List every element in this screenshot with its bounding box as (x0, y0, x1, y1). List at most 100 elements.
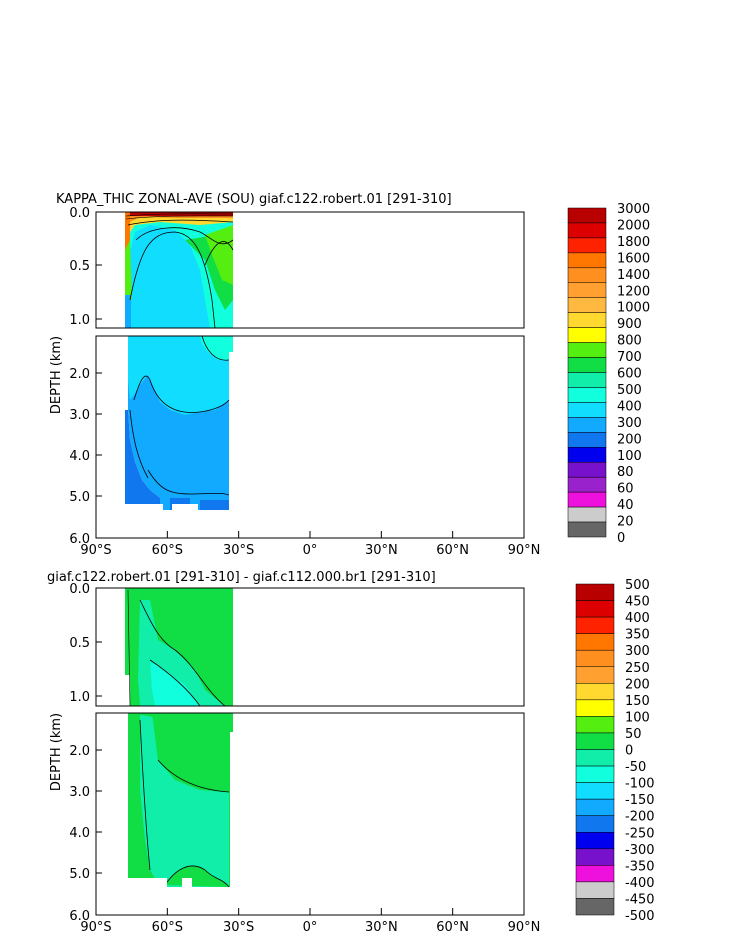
colorbar-label: 300 (625, 644, 650, 659)
colorbar-swatch (567, 282, 607, 298)
colorbar-swatch (567, 476, 607, 493)
colorbar-label: 40 (617, 498, 634, 513)
y-tick-label: 4.0 (69, 449, 90, 464)
y-tick-label: 0.0 (69, 582, 90, 597)
y-tick-label: 2.0 (69, 367, 90, 382)
panel2-frame-upper (95, 587, 525, 707)
colorbar-swatch (575, 732, 615, 750)
colorbar-label: 500 (625, 578, 650, 593)
x-tick-label: 60°S (152, 543, 183, 558)
colorbar-label: 200 (617, 432, 642, 447)
colorbar-swatch (575, 749, 615, 767)
colorbar-swatch (575, 649, 615, 668)
y-tick-label: 4.0 (69, 826, 90, 841)
colorbar-label: 600 (617, 367, 642, 382)
panel2-y-ticks-lower: 2.0 3.0 4.0 5.0 6.0 (69, 744, 102, 924)
colorbar-swatch (575, 865, 615, 883)
y-tick-label: 0.5 (69, 636, 90, 651)
colorbar-label: -350 (625, 859, 655, 874)
colorbar-swatch (567, 387, 607, 403)
colorbar-label: 0 (625, 744, 633, 759)
x-tick-label: 90°S (80, 543, 111, 558)
colorbar-swatch (575, 616, 615, 634)
colorbar-label: -150 (625, 793, 655, 808)
x-tick-label: 60°N (436, 920, 469, 935)
colorbar-label: -450 (625, 892, 655, 907)
colorbar-label: 900 (617, 317, 642, 332)
colorbar-label: 20 (617, 515, 634, 530)
colorbar-label: 100 (617, 449, 642, 464)
colorbar-label: 800 (617, 334, 642, 349)
colorbar-swatch (567, 237, 607, 254)
colorbar-swatch (567, 402, 607, 418)
colorbar-swatch (567, 312, 607, 328)
y-tick-label: 5.0 (69, 490, 90, 505)
colorbar-label: -250 (625, 826, 655, 841)
colorbar-swatch (567, 461, 607, 478)
x-tick-label: 0° (303, 920, 318, 935)
x-tick-label: 30°S (223, 543, 254, 558)
colorbar-label: 450 (625, 595, 650, 610)
colorbar-swatch (567, 491, 607, 508)
y-tick-label: 3.0 (69, 408, 90, 423)
colorbar-swatch (575, 716, 615, 734)
colorbar-label: -300 (625, 843, 655, 858)
colorbar-swatch (575, 832, 615, 850)
colorbar-label: -50 (625, 760, 646, 775)
colorbar-label: 250 (625, 661, 650, 676)
panel2-colorbar: 500450400350300250200150100500-50-100-15… (575, 578, 655, 924)
colorbar-label: 60 (617, 482, 634, 497)
colorbar-label: 1600 (617, 251, 650, 266)
x-tick-label: 30°N (365, 543, 398, 558)
colorbar-swatch (575, 765, 615, 783)
panel1-colorbar: 3000200018001600140012001000900800700600… (567, 202, 650, 546)
y-tick-label: 3.0 (69, 785, 90, 800)
colorbar-swatch (567, 506, 607, 523)
x-tick-label: 90°N (508, 920, 541, 935)
panel-kappa-thic: KAPPA_THIC ZONAL-AVE (SOU) giaf.c122.rob… (49, 192, 650, 558)
colorbar-swatch (575, 815, 615, 833)
colorbar-label: 0 (617, 531, 625, 546)
colorbar-label: 2000 (617, 218, 650, 233)
colorbar-label: 400 (625, 611, 650, 626)
panel2-field-upper (125, 588, 233, 707)
x-tick-label: 90°S (80, 920, 111, 935)
y-tick-label: 5.0 (69, 867, 90, 882)
colorbar-swatch (575, 848, 615, 866)
panel1-field-lower (125, 335, 234, 510)
panel2-ylabel: DEPTH (km) (49, 713, 64, 791)
colorbar-label: 300 (617, 416, 642, 431)
panel2-x-ticks: 90°S 60°S 30°S 0° 30°N 60°N 90°N (80, 908, 540, 935)
y-tick-label: 2.0 (69, 744, 90, 759)
colorbar-label: 500 (617, 383, 642, 398)
panel2-title: giaf.c122.robert.01 [291-310] - giaf.c11… (47, 570, 436, 585)
x-tick-label: 90°N (508, 543, 541, 558)
colorbar-swatch (575, 699, 615, 717)
colorbar-swatch (567, 417, 607, 433)
panel2-field-lower (125, 713, 234, 889)
panel-difference: giaf.c122.robert.01 [291-310] - giaf.c11… (47, 570, 655, 935)
colorbar-swatch (567, 521, 607, 538)
colorbar-label: -500 (625, 909, 655, 924)
panel1-y-ticks-lower: 2.0 3.0 4.0 5.0 6.0 (69, 367, 102, 547)
colorbar-swatch (567, 252, 607, 269)
colorbar-swatch (567, 447, 607, 463)
colorbar-label: 1200 (617, 284, 650, 299)
colorbar-swatch (567, 372, 607, 388)
colorbar-swatch (575, 898, 615, 916)
panel1-x-ticks: 90°S 60°S 30°S 0° 30°N 60°N 90°N (80, 531, 540, 558)
colorbar-swatch (575, 600, 615, 618)
colorbar-swatch (575, 633, 615, 651)
panel1-title: KAPPA_THIC ZONAL-AVE (SOU) giaf.c122.rob… (56, 192, 452, 207)
y-tick-label: 0.0 (69, 206, 90, 221)
colorbar-swatch (575, 666, 615, 684)
colorbar-label: 3000 (617, 202, 650, 217)
x-tick-label: 30°N (365, 920, 398, 935)
colorbar-swatch (567, 327, 607, 343)
colorbar-swatch (567, 297, 607, 313)
colorbar-swatch (575, 782, 615, 800)
colorbar-label: 400 (617, 399, 642, 414)
colorbar-label: 150 (625, 694, 650, 709)
x-tick-label: 60°S (152, 920, 183, 935)
